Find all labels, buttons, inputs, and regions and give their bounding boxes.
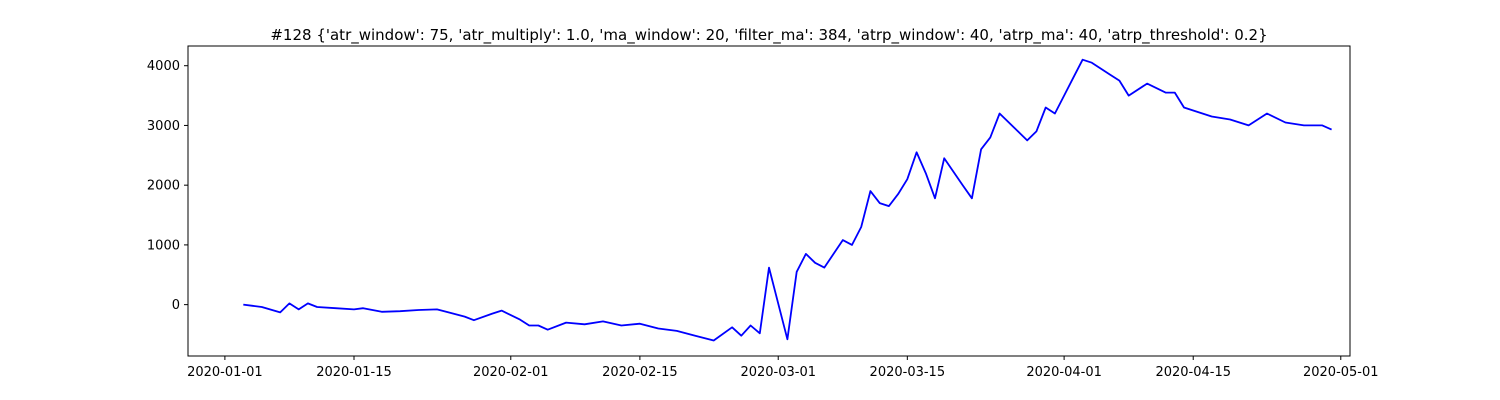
y-axis: 0 1000 2000 3000 4000: [147, 59, 188, 313]
x-tick-label: 2020-04-15: [1155, 365, 1231, 380]
plot-area: [187, 45, 1351, 357]
chart-title: #128 {'atr_window': 75, 'atr_multiply': …: [270, 26, 1267, 45]
y-tick-label: 4000: [147, 59, 180, 74]
y-tick-label: 0: [172, 298, 180, 313]
x-tick-label: 2020-01-01: [187, 365, 263, 380]
x-tick-label: 2020-02-01: [473, 365, 549, 380]
x-tick-label: 2020-01-15: [316, 365, 392, 380]
x-tick-label: 2020-04-01: [1026, 365, 1102, 380]
y-tick-label: 2000: [147, 179, 180, 194]
y-tick-label: 1000: [147, 238, 180, 253]
x-tick-label: 2020-03-15: [870, 365, 946, 380]
y-tick-label: 3000: [147, 119, 180, 134]
x-axis: 2020-01-01 2020-01-15 2020-02-01 2020-02-15…: [187, 356, 1379, 380]
x-tick-label: 2020-05-01: [1303, 365, 1379, 380]
series-line-0: [243, 58, 1332, 342]
series-layer: [243, 58, 1332, 342]
x-tick-label: 2020-03-01: [740, 365, 816, 380]
x-tick-label: 2020-02-15: [602, 365, 678, 380]
